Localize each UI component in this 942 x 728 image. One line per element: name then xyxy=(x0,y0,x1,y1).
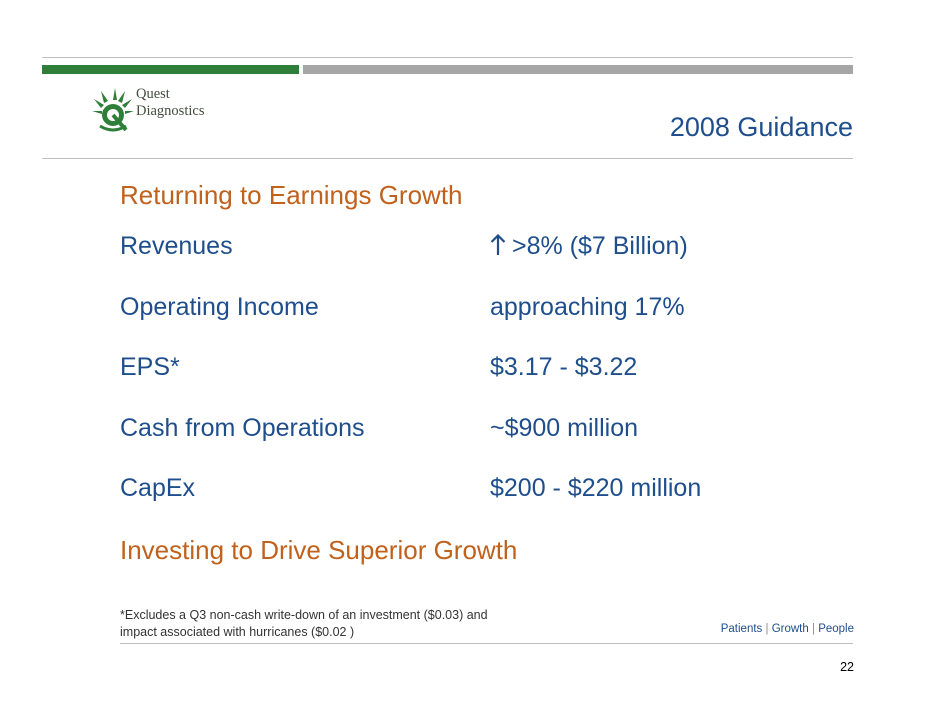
logo-text-diagnostics: Diagnostics xyxy=(136,103,205,119)
tagline-separator: | xyxy=(765,623,769,635)
tagline: Patients | Growth | People xyxy=(721,623,854,635)
metric-value: $200 - $220 million xyxy=(490,474,702,502)
sunburst-logo-icon xyxy=(92,88,134,132)
tagline-separator: | xyxy=(811,623,815,635)
footnote: *Excludes a Q3 non-cash write-down of an… xyxy=(120,607,580,641)
page-number: 22 xyxy=(840,660,854,674)
metric-label: Operating Income xyxy=(120,293,319,321)
up-arrow-icon xyxy=(490,234,506,255)
quest-diagnostics-logo: Quest Diagnostics xyxy=(92,86,252,146)
metric-label: CapEx xyxy=(120,474,196,502)
metric-label: Revenues xyxy=(120,232,233,260)
footer-divider xyxy=(120,643,853,644)
logo-text-quest: Quest xyxy=(136,86,170,102)
section-heading-earnings: Returning to Earnings Growth xyxy=(120,180,463,210)
metric-value: $3.17 - $3.22 xyxy=(490,353,638,381)
tagline-patients: Patients xyxy=(720,623,763,635)
metric-value: approaching 17% xyxy=(490,293,685,321)
top-divider xyxy=(42,57,853,58)
metric-row-operating-income: Operating Income approaching 17% xyxy=(120,293,820,327)
page-title: 2008 Guidance xyxy=(669,112,853,142)
header-bar-green xyxy=(42,65,299,74)
footnote-line: *Excludes a Q3 non-cash write-down of an… xyxy=(120,608,488,622)
metric-row-cash-from-operations: Cash from Operations ~$900 million xyxy=(120,414,820,448)
metric-label: EPS* xyxy=(120,353,180,381)
tagline-people: People xyxy=(818,623,854,635)
tagline-growth: Growth xyxy=(771,623,809,635)
metric-value: ~$900 million xyxy=(490,414,639,442)
footnote-line: impact associated with hurricanes ($0.02… xyxy=(120,625,355,639)
metric-value-text: >8% ($7 Billion) xyxy=(512,232,688,260)
metric-label: Cash from Operations xyxy=(120,414,365,442)
metric-row-eps: EPS* $3.17 - $3.22 xyxy=(120,353,820,387)
metric-value: >8% ($7 Billion) xyxy=(490,232,688,261)
metric-row-capex: CapEx $200 - $220 million xyxy=(120,474,820,508)
title-divider xyxy=(42,158,853,159)
metric-row-revenues: Revenues >8% ($7 Billion) xyxy=(120,232,820,266)
header-bar-gray xyxy=(303,65,853,74)
section-heading-investing: Investing to Drive Superior Growth xyxy=(120,535,518,565)
